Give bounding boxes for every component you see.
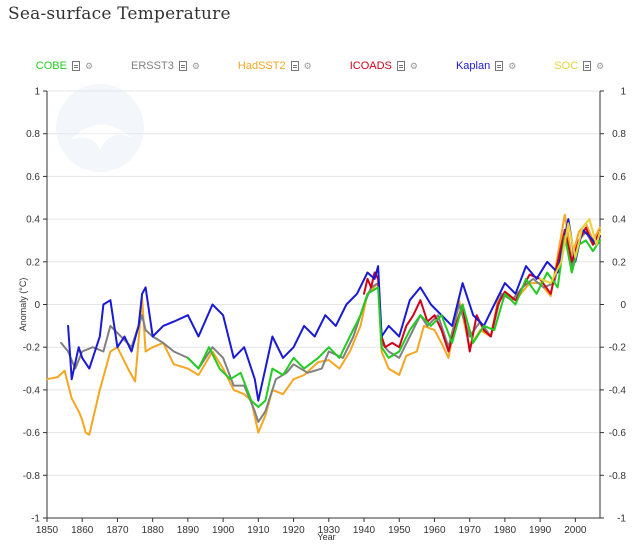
y-tick-label-left: -0.4 xyxy=(23,385,41,396)
y-tick-label-left: -1 xyxy=(31,514,40,525)
chart-title: Sea-surface Temperature xyxy=(8,4,231,24)
x-tick-label: 1900 xyxy=(212,525,235,536)
y-tick-label-right: 0.8 xyxy=(612,129,626,140)
y-tick-label-left: -0.6 xyxy=(23,428,41,439)
x-tick-label: 1940 xyxy=(353,525,376,536)
y-tick-label-right: 0.4 xyxy=(612,215,626,226)
y-tick-label-left: 0 xyxy=(34,300,40,311)
x-tick-label: 1860 xyxy=(71,525,94,536)
legend: COBE ⚙ ERSST3 ⚙ HadSST2 ⚙ ICOADS ⚙ Kaplan ⚙ SOC ⚙ xyxy=(0,57,640,75)
y-tick-label-left: 0.4 xyxy=(26,215,40,226)
x-tick-label: 1970 xyxy=(459,525,482,536)
y-tick-label-left: 0.8 xyxy=(26,129,40,140)
x-tick-label: 1890 xyxy=(177,525,200,536)
x-axis-title: Year xyxy=(317,532,335,542)
document-icon[interactable] xyxy=(396,61,405,71)
noaa-logo-watermark xyxy=(56,84,144,172)
x-tick-label: 2000 xyxy=(564,525,587,536)
legend-label: SOC xyxy=(554,60,579,72)
gear-icon[interactable]: ⚙ xyxy=(596,60,605,71)
x-tick-label: 1960 xyxy=(423,525,446,536)
y-tick-label-right: -0.4 xyxy=(609,385,627,396)
document-icon[interactable] xyxy=(290,61,299,71)
document-icon[interactable] xyxy=(495,61,504,71)
gear-icon[interactable]: ⚙ xyxy=(84,60,94,71)
gear-icon[interactable]: ⚙ xyxy=(303,60,312,71)
x-tick-label: 1990 xyxy=(529,525,552,536)
series-line-kaplan xyxy=(67,218,601,402)
legend-item-hadsst2[interactable]: HadSST2 ⚙ xyxy=(238,57,312,75)
series-line-cobe xyxy=(186,235,601,408)
y-tick-label-right: 0 xyxy=(620,300,626,311)
legend-item-kaplan[interactable]: Kaplan ⚙ xyxy=(456,57,516,75)
x-tick-label: 1980 xyxy=(494,525,517,536)
y-tick-label-left: 0.2 xyxy=(26,257,40,268)
series-line-hadsst2 xyxy=(46,213,601,436)
x-tick-label: 1880 xyxy=(142,525,165,536)
y-tick-label-left: 0.6 xyxy=(26,172,40,183)
document-icon[interactable] xyxy=(178,61,187,71)
series-line-soc xyxy=(539,218,601,285)
legend-label: ERSST3 xyxy=(131,60,174,72)
x-tick-label: 1950 xyxy=(388,525,411,536)
x-tick-label: 1850 xyxy=(36,525,59,536)
series-line-ersst3 xyxy=(60,230,601,423)
x-tick-label: 1930 xyxy=(318,525,341,536)
y-tick-label-right: 0.6 xyxy=(612,172,626,183)
y-tick-label-right: 1 xyxy=(620,87,626,98)
document-icon[interactable] xyxy=(71,61,80,71)
y-tick-label-right: 0.2 xyxy=(612,257,626,268)
y-tick-label-left: 1 xyxy=(34,87,40,98)
x-tick-label: 1920 xyxy=(282,525,305,536)
legend-label: HadSST2 xyxy=(237,60,286,72)
y-axis-title: Anomaly (°C) xyxy=(18,278,28,332)
y-tick-label-right: -0.2 xyxy=(609,343,627,354)
y-tick-label-left: -0.8 xyxy=(23,471,41,482)
legend-item-icoads[interactable]: ICOADS ⚙ xyxy=(350,57,418,75)
document-icon[interactable] xyxy=(583,61,592,71)
gear-icon[interactable]: ⚙ xyxy=(409,60,418,71)
legend-label: ICOADS xyxy=(349,60,392,72)
x-tick-label: 1910 xyxy=(247,525,270,536)
gear-icon[interactable]: ⚙ xyxy=(191,60,200,71)
y-tick-label-right: -0.8 xyxy=(609,471,627,482)
legend-item-soc[interactable]: SOC ⚙ xyxy=(554,57,604,75)
legend-label: Kaplan xyxy=(455,60,491,72)
y-tick-label-right: -1 xyxy=(617,514,626,525)
legend-label: COBE xyxy=(35,60,67,72)
gear-icon[interactable]: ⚙ xyxy=(508,60,517,71)
y-tick-label-right: -0.6 xyxy=(609,428,627,439)
legend-item-cobe[interactable]: COBE ⚙ xyxy=(36,57,93,75)
legend-item-ersst3[interactable]: ERSST3 ⚙ xyxy=(131,57,200,75)
y-tick-label-left: -0.2 xyxy=(23,343,41,354)
x-tick-label: 1870 xyxy=(106,525,129,536)
